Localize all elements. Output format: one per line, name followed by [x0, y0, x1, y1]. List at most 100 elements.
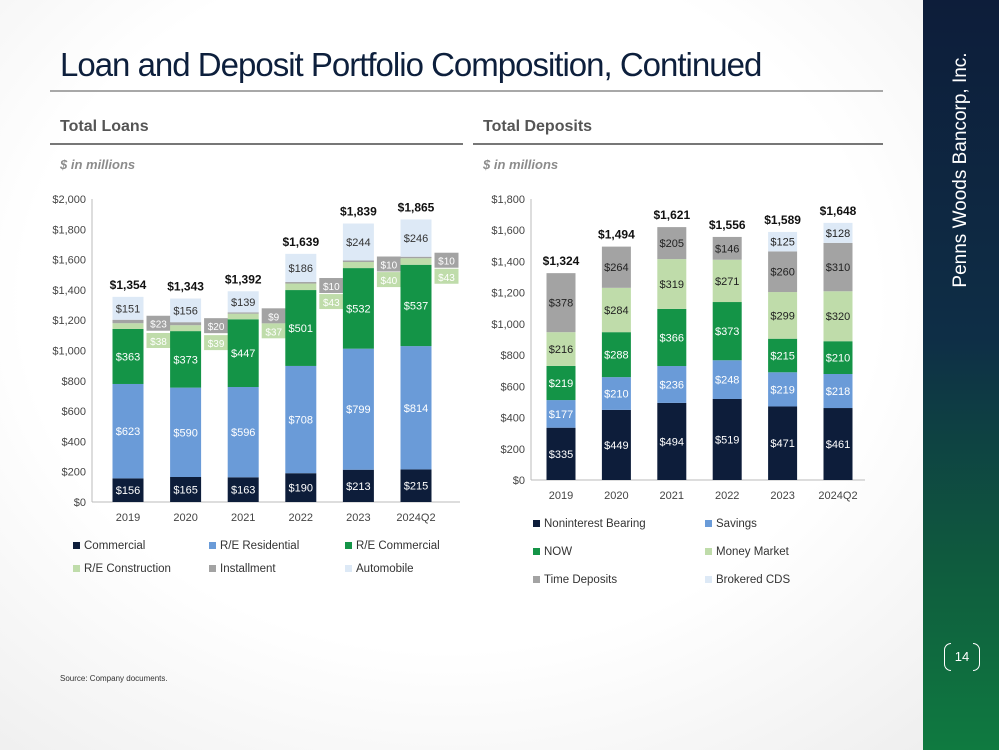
loans-bar-segment — [285, 290, 317, 366]
deposits-data-label: $288 — [604, 350, 628, 362]
deposits-y-tick-label: $1,200 — [491, 288, 525, 300]
loans-legend-label: R/E Construction — [84, 563, 171, 575]
loans-legend-item: R/E Commercial — [345, 540, 440, 552]
deposits-section-title: Total Deposits — [483, 118, 593, 135]
deposits-bar-segment — [546, 332, 576, 366]
loans-data-label: $213 — [346, 481, 370, 493]
loans-bar-segment — [170, 387, 202, 478]
deposits-data-label: $264 — [604, 262, 628, 274]
loans-bar-segment — [342, 268, 374, 349]
deposits-legend-swatch — [533, 576, 540, 583]
deposits-legend-item: NOW — [533, 546, 572, 558]
loans-data-label: $10 — [381, 261, 398, 272]
deposits-bar-segment — [768, 406, 798, 480]
deposits-data-label: $205 — [660, 238, 684, 250]
deposits-bar-segment — [712, 259, 742, 303]
deposits-data-label: $146 — [715, 243, 739, 255]
loans-section-divider — [50, 143, 463, 145]
loans-bar-segment — [285, 283, 317, 291]
deposits-category-label: 2024Q2 — [818, 490, 857, 502]
deposits-bar-segment — [712, 302, 742, 361]
loans-data-label-box — [146, 332, 171, 348]
deposits-data-label: $310 — [826, 262, 850, 274]
loans-legend-item: Installment — [209, 563, 276, 575]
deposits-data-label: $210 — [826, 353, 850, 365]
loans-bar-segment — [170, 298, 202, 323]
deposits-bar-segment — [657, 308, 687, 367]
company-name: Penns Woods Bancorp, Inc. — [950, 52, 971, 288]
deposits-bar-segment — [657, 227, 687, 260]
deposits-y-tick-label: $400 — [501, 413, 525, 425]
loans-data-label: $10 — [323, 282, 340, 293]
deposits-total-label: $1,589 — [764, 213, 801, 227]
deposits-total-label: $1,324 — [543, 254, 580, 268]
loans-data-label-box — [319, 278, 344, 294]
deposits-y-tick-label: $0 — [513, 475, 525, 487]
loans-data-label: $20 — [208, 322, 225, 333]
loans-total-label: $1,354 — [110, 278, 147, 292]
loans-bar-segment — [170, 331, 202, 388]
loans-legend-swatch — [209, 542, 216, 549]
loans-bar-segment — [342, 348, 374, 470]
loans-category-label: 2021 — [231, 512, 255, 524]
loans-bar-segment — [112, 383, 144, 479]
deposits-bar-segment — [823, 291, 853, 342]
loans-bar-segment — [342, 469, 374, 502]
loans-bar-segment — [227, 291, 259, 313]
loans-legend-label: R/E Residential — [220, 540, 300, 552]
loans-bar-segment — [400, 258, 432, 265]
loans-y-tick-label: $1,200 — [52, 315, 86, 327]
deposits-data-label: $219 — [549, 378, 573, 390]
deposits-data-label: $378 — [549, 298, 573, 310]
loans-data-label: $215 — [404, 481, 428, 493]
deposits-legend-item: Brokered CDS — [705, 574, 790, 586]
loans-bar-segment — [227, 477, 259, 502]
deposits-section-divider — [473, 143, 883, 145]
deposits-data-label: $335 — [549, 449, 573, 461]
loans-legend-item: R/E Residential — [209, 540, 299, 552]
loans-bar-segment — [400, 346, 432, 470]
loans-legend-label: Installment — [220, 563, 276, 575]
loans-data-label: $165 — [173, 485, 197, 497]
loans-total-label: $1,343 — [167, 280, 204, 294]
deposits-data-label: $299 — [770, 310, 794, 322]
loans-data-label: $190 — [289, 483, 313, 495]
deposits-y-tick-label: $1,400 — [491, 256, 525, 268]
deposits-y-tick-label: $1,000 — [491, 319, 525, 331]
loans-data-label: $590 — [173, 427, 197, 439]
loans-data-label: $537 — [404, 300, 428, 312]
deposits-bar-segment — [768, 372, 798, 407]
deposits-data-label: $319 — [660, 279, 684, 291]
deposits-legend-item: Money Market — [705, 546, 789, 558]
loans-data-label: $37 — [265, 327, 282, 338]
loans-y-tick-label: $1,800 — [52, 224, 86, 236]
loans-data-label: $814 — [404, 403, 428, 415]
loans-legend-swatch — [73, 565, 80, 572]
deposits-bar-segment — [823, 242, 853, 292]
deposits-bar-segment — [712, 236, 742, 260]
loans-bar-segment — [400, 469, 432, 502]
loans-data-label: $246 — [404, 233, 428, 245]
deposits-bar-segment — [657, 366, 687, 403]
loans-data-label-box — [434, 252, 459, 268]
deposits-legend-swatch — [705, 520, 712, 527]
loans-data-label: $799 — [346, 404, 370, 416]
loans-bar-segment — [342, 262, 374, 269]
deposits-y-tick-label: $1,800 — [491, 194, 525, 206]
deposits-bar-segment — [768, 338, 798, 373]
loans-units-label: $ in millions — [60, 157, 136, 172]
deposits-legend-item: Savings — [705, 518, 757, 530]
loans-data-label: $501 — [289, 323, 313, 335]
loans-data-label-box — [146, 315, 171, 331]
loans-legend-swatch — [209, 565, 216, 572]
loans-category-label: 2024Q2 — [396, 512, 435, 524]
loans-data-label-box — [434, 268, 459, 284]
loans-bar-segment — [400, 264, 432, 347]
loans-bar-segment — [342, 223, 374, 261]
deposits-category-label: 2020 — [604, 490, 628, 502]
deposits-units-label: $ in millions — [483, 157, 559, 172]
deposits-legend-swatch — [533, 520, 540, 527]
loans-data-label: $40 — [381, 276, 398, 287]
page-number: 14 — [944, 643, 980, 671]
